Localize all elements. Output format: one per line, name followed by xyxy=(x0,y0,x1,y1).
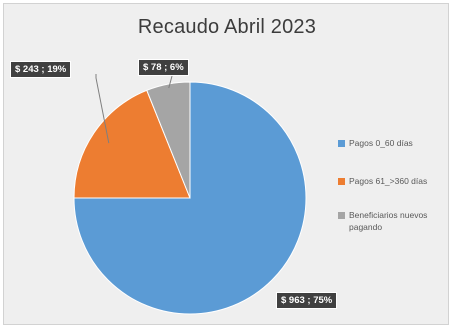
legend-item-pagos-0-60: Pagos 0_60 días xyxy=(338,137,413,149)
data-label-pagos-0-60: $ 963 ; 75% xyxy=(276,292,338,309)
legend-swatch-pagos-0-60 xyxy=(338,140,345,147)
data-label-beneficiarios: $ 78 ; 6% xyxy=(138,59,189,76)
leader-line-pagos-61-360 xyxy=(95,74,110,144)
leader-line-beneficiarios xyxy=(168,75,173,89)
pie-slice-pagos-0-60 xyxy=(73,81,307,315)
legend-label-beneficiarios: Beneficiarios nuevos pagando xyxy=(349,210,428,232)
data-label-pagos-61-360: $ 243 ; 19% xyxy=(10,61,72,78)
chart-title: Recaudo Abril 2023 xyxy=(137,16,317,38)
legend-label-pagos-61-360: Pagos 61_>360 días xyxy=(349,176,428,186)
legend-swatch-beneficiarios xyxy=(338,212,345,219)
legend-swatch-pagos-61-360 xyxy=(338,178,345,185)
pie-slice-pagos-61-360 xyxy=(73,89,191,199)
legend-item-pagos-61-360: Pagos 61_>360 días xyxy=(338,175,427,187)
pie-slice-beneficiarios xyxy=(146,81,191,199)
legend-item-beneficiarios: Beneficiarios nuevos pagando xyxy=(338,209,448,233)
legend-label-pagos-0-60: Pagos 0_60 días xyxy=(349,138,413,148)
